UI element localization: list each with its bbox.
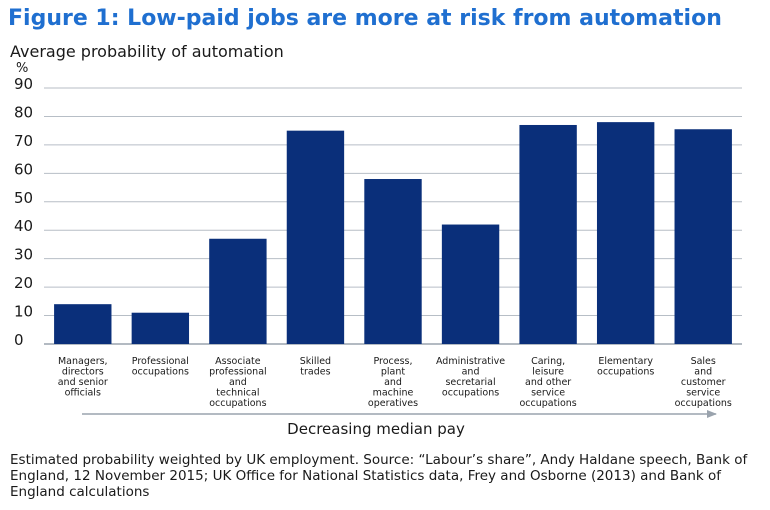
y-tick-label-10: 10 [14,303,33,321]
x-tick-label-4: Skilled trades [300,356,331,378]
bars [54,122,732,344]
y-tick-label-40: 40 [14,217,33,235]
x-tick-label-1: Managers, directors and senior officials [58,356,108,399]
y-tick-label-20: 20 [14,274,33,292]
y-tick-label-0: 0 [14,331,24,349]
x-tick-label-2: Professional occupations [132,356,189,378]
bar-3 [209,238,267,344]
x-tick-label-9: Sales and customer service occupations [675,356,732,409]
bar-2 [131,312,190,344]
y-axis-title: Average probability of automation [10,42,284,61]
y-tick-label-50: 50 [14,189,33,207]
y-axis-tick-labels: 0 10 20 30 40 50 60 70 80 90 [14,75,33,349]
chart-title: Figure 1: Low-paid jobs are more at risk… [8,6,722,31]
x-tick-label-5: Process, plant and machine operatives [368,356,418,409]
bar-chart: 0 10 20 30 40 50 60 70 80 90 Managers, directors an… [14,75,742,438]
bar-9 [674,129,732,344]
bar-6 [441,224,500,344]
x-tick-label-7: Caring, leisure and other service occupation… [519,356,576,409]
y-tick-label-30: 30 [14,246,33,264]
bar-8 [596,122,655,344]
x-tick-label-8: Elementary occupations [597,356,654,378]
bar-5 [364,179,422,344]
y-axis-unit: % [16,61,29,76]
y-tick-label-70: 70 [14,132,33,150]
y-tick-label-90: 90 [14,75,33,93]
x-axis-category-labels: Managers, directors and senior officials Pro… [58,356,732,409]
bar-1 [54,304,112,344]
bar-7 [519,124,577,344]
x-tick-label-3: Associate professional and technical occupat… [209,356,267,409]
y-tick-label-80: 80 [14,103,33,121]
x-axis-title: Decreasing median pay [287,420,465,438]
y-tick-label-60: 60 [14,160,33,178]
bar-4 [286,130,345,344]
x-tick-label-6: Administrative and secretarial occupations [436,356,505,399]
source-note: Estimated probability weighted by UK emp… [10,452,748,500]
